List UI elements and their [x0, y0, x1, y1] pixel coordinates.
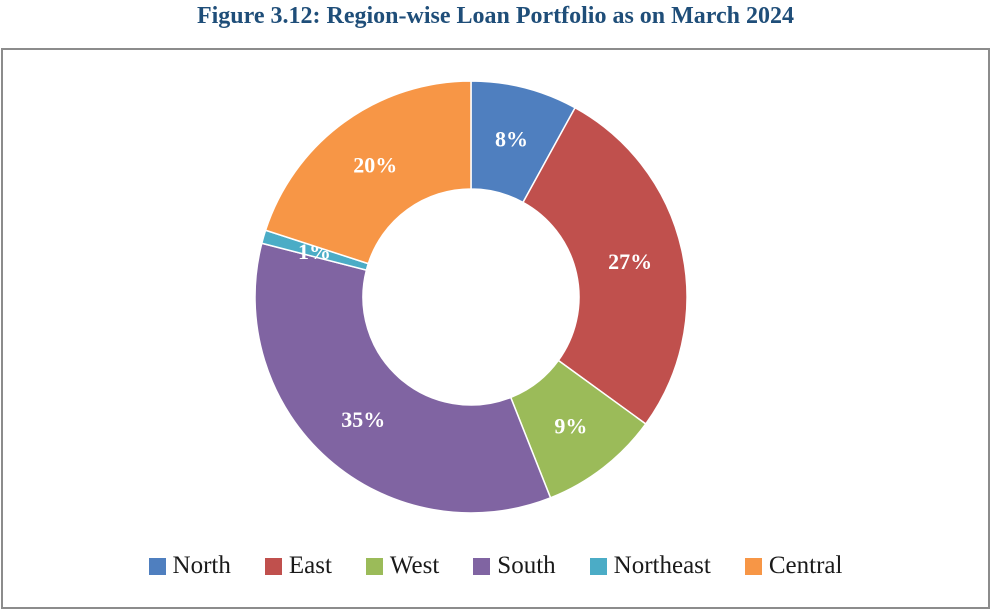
legend-swatch	[365, 557, 383, 575]
legend-item-east: East	[264, 552, 332, 580]
legend-swatch	[589, 557, 607, 575]
legend: North East West South Northeast Central	[3, 548, 988, 584]
slice-label-west: 9%	[554, 413, 587, 438]
legend-label: Northeast	[613, 552, 711, 579]
legend-item-central: Central	[744, 552, 843, 580]
slice-label-south: 35%	[341, 407, 385, 432]
slice-label-east: 27%	[608, 249, 652, 274]
legend-swatch	[473, 557, 491, 575]
donut-chart: 8%27%9%35%1%20%	[254, 80, 688, 514]
slice-east	[522, 106, 688, 426]
legend-label: South	[497, 552, 556, 579]
legend-swatch	[744, 557, 762, 575]
legend-item-west: West	[365, 552, 440, 580]
legend-item-northeast: Northeast	[589, 552, 711, 580]
legend-label: West	[389, 552, 440, 579]
legend-swatch	[264, 557, 282, 575]
chart-title: Figure 3.12: Region-wise Loan Portfolio …	[196, 3, 795, 29]
slice-south	[254, 242, 552, 514]
slice-central	[264, 80, 472, 265]
slice-label-north: 8%	[495, 127, 528, 152]
legend-item-south: South	[473, 552, 556, 580]
legend-label: East	[288, 552, 332, 579]
legend-label: North	[172, 552, 231, 579]
legend-item-north: North	[148, 552, 231, 580]
legend-label: Central	[768, 552, 843, 579]
chart-frame: 8% 27% 9% 35% 1% 20% North East West South Northe…	[1, 48, 990, 609]
legend-swatch	[148, 557, 166, 575]
slice-label-central: 20%	[353, 153, 397, 178]
